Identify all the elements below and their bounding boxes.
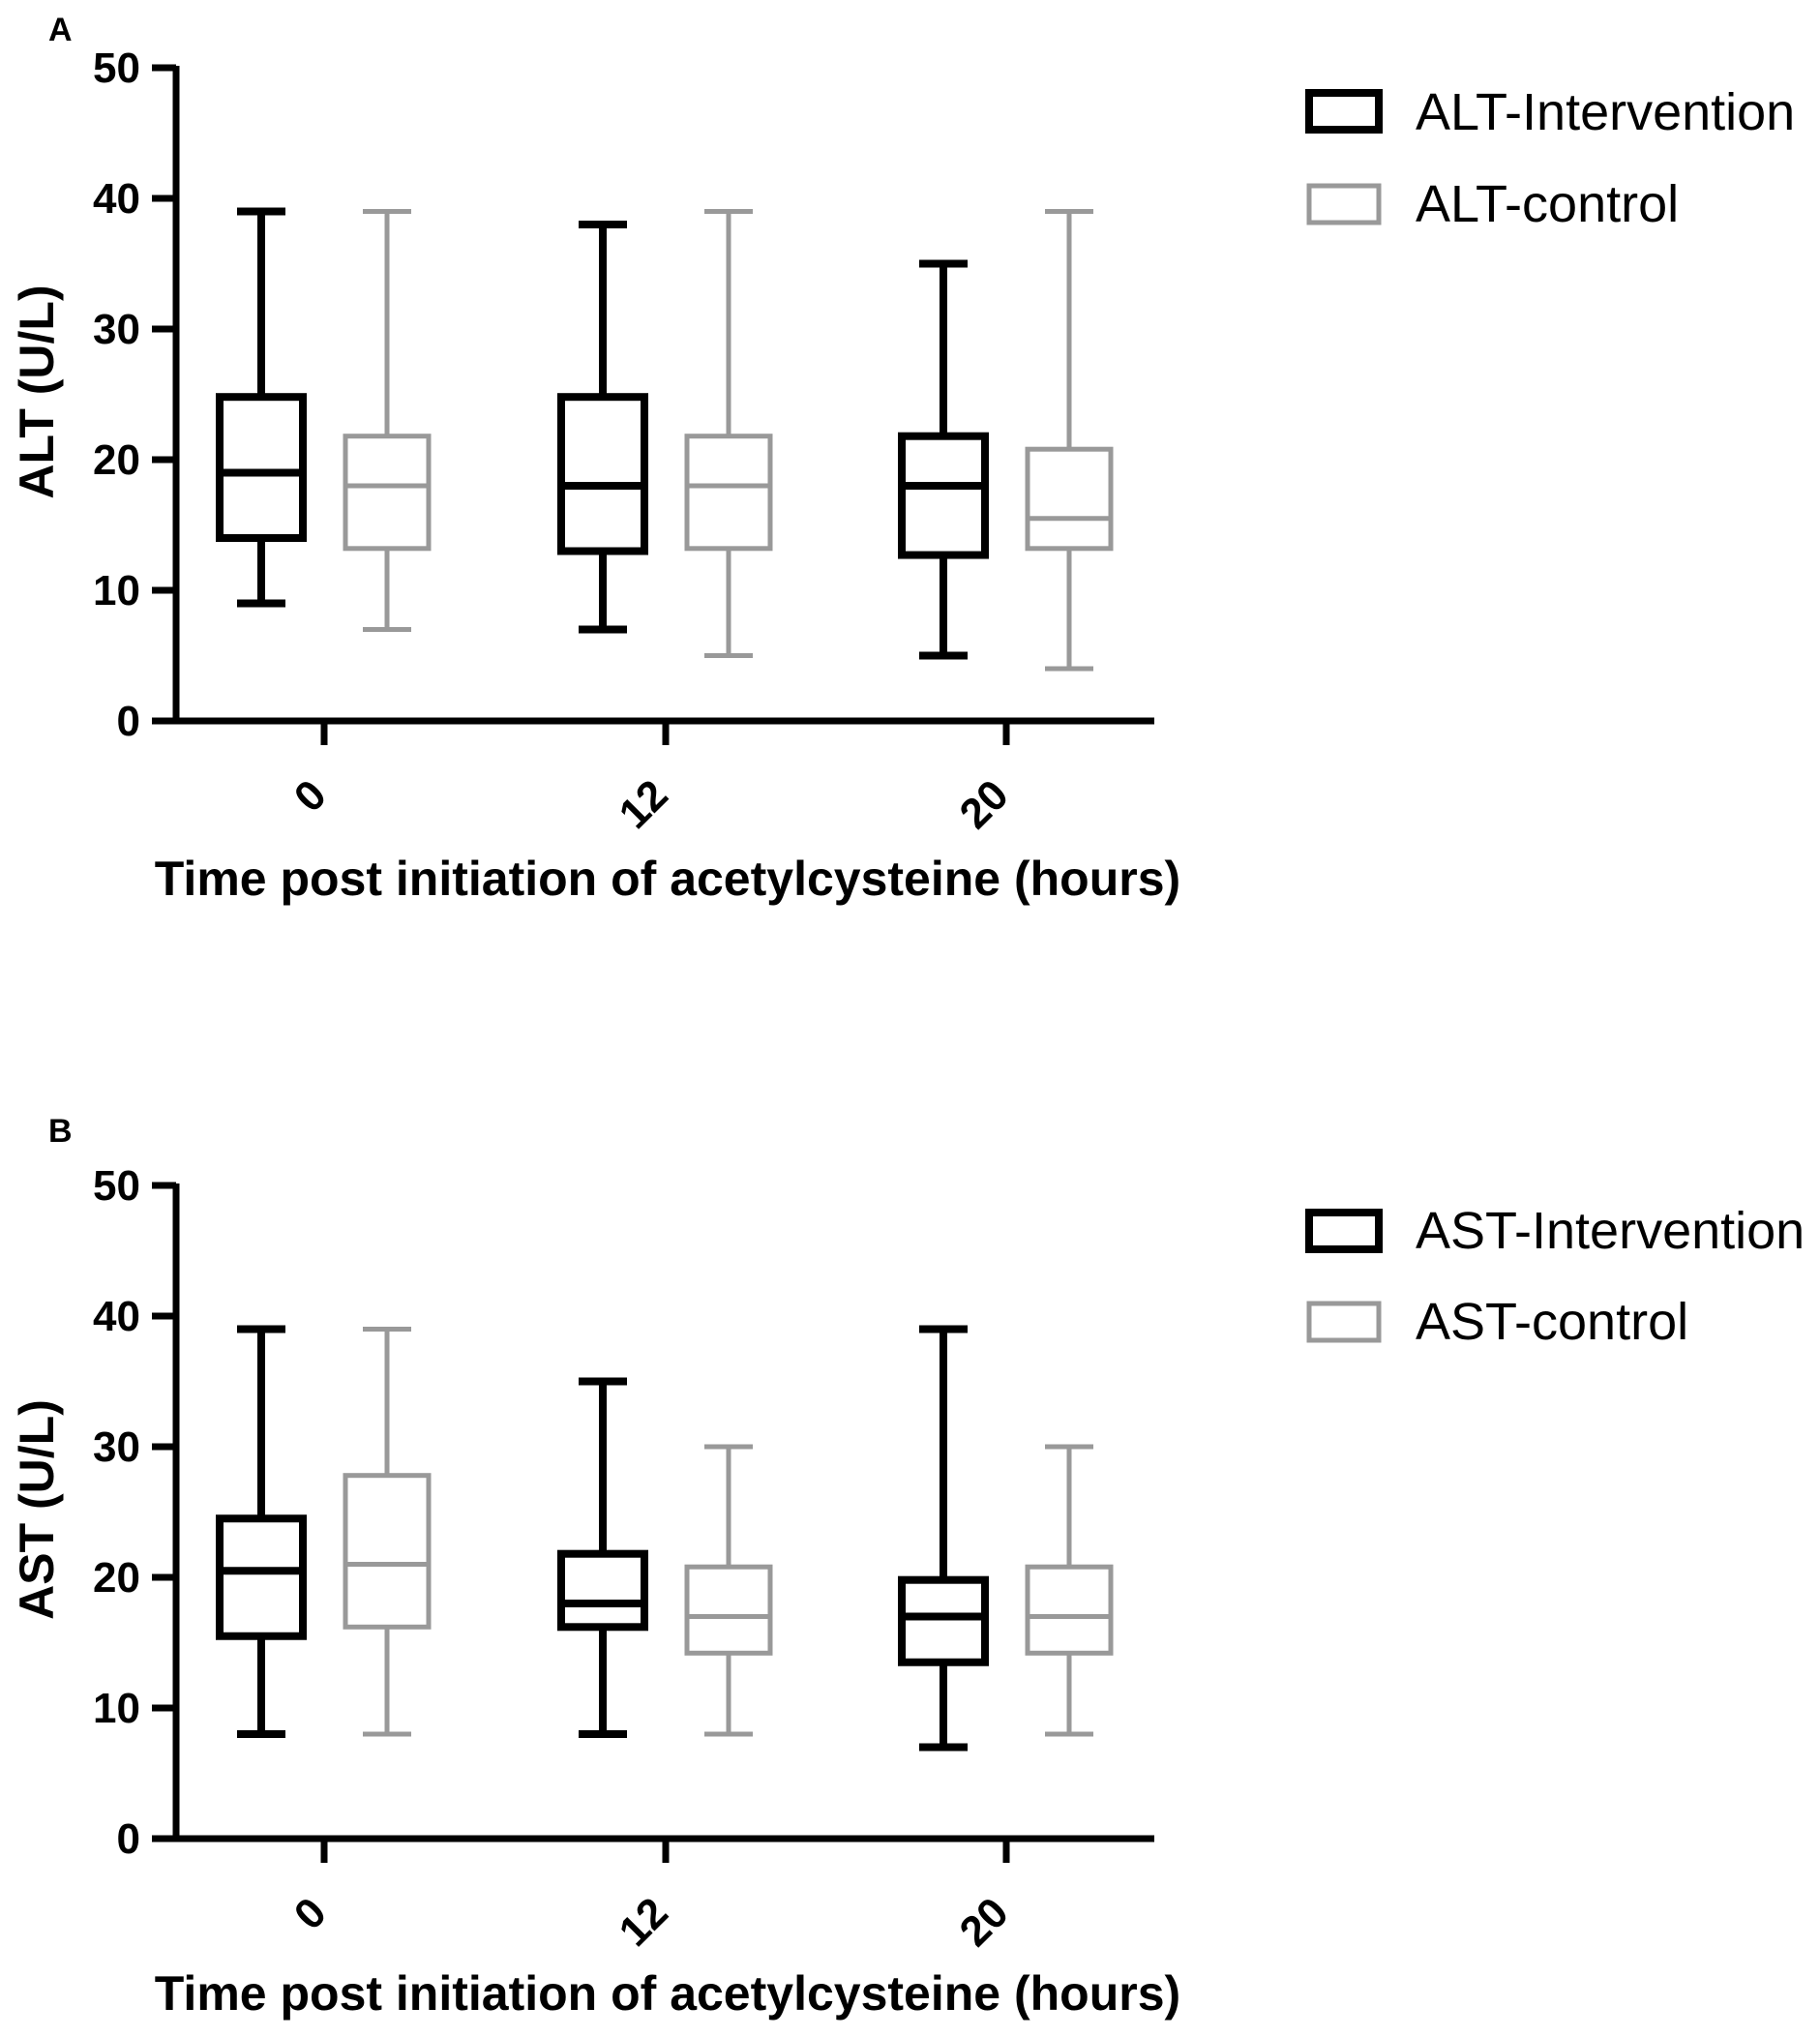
iqr-box: [898, 1575, 989, 1666]
panel-a-label: A: [48, 12, 73, 48]
iqr-box: [1025, 446, 1114, 552]
y-tick-label: 50: [93, 45, 140, 92]
panel-b-plot: 0 10 20 30 40 50 0 12 20: [93, 1162, 1154, 1956]
box-plot: [557, 221, 648, 634]
x-tick-label: 12: [610, 771, 676, 838]
box-plot: [684, 1444, 773, 1737]
x-tick-label: 12: [610, 1889, 676, 1956]
iqr-box: [898, 432, 989, 559]
y-tick-label: 50: [93, 1162, 140, 1210]
panel-a: A ALT (U/L) Time post initiation of acet…: [10, 12, 1795, 906]
y-tick-label: 30: [93, 1423, 140, 1471]
legend-label-ast-control: AST-control: [1416, 1293, 1688, 1351]
y-tick-label: 20: [93, 1554, 140, 1602]
iqr-box: [216, 1514, 307, 1640]
iqr-box: [557, 393, 648, 555]
legend-label-alt-control: ALT-control: [1416, 175, 1679, 233]
box-plot: [343, 209, 432, 632]
panel-a-x-axis-title: Time post initiation of acetylcysteine (…: [155, 852, 1180, 906]
box-plot: [898, 1325, 989, 1752]
iqr-box: [1025, 1564, 1114, 1656]
panel-a-legend: ALT-Intervention ALT-control: [1305, 83, 1795, 233]
box-plot: [1025, 1444, 1114, 1737]
panel-b-label: B: [48, 1113, 73, 1150]
box-plot: [898, 259, 989, 660]
y-tick-label: 10: [93, 1685, 140, 1732]
y-tick-label: 30: [93, 306, 140, 353]
iqr-box: [684, 1564, 773, 1656]
legend-label-ast-intervention: AST-Intervention: [1416, 1202, 1805, 1260]
box-plot: [1025, 209, 1114, 672]
y-tick-label: 0: [117, 698, 140, 745]
box-plot: [216, 207, 307, 608]
iqr-box: [216, 393, 307, 543]
iqr-box: [343, 1473, 432, 1630]
panel-b-x-axis-title: Time post initiation of acetylcysteine (…: [155, 1966, 1180, 2021]
iqr-box: [684, 434, 773, 552]
y-tick-label: 40: [93, 1293, 140, 1340]
box-plot: [216, 1325, 307, 1738]
legend-swatch-alt-control: [1306, 183, 1382, 225]
x-tick-label: 0: [285, 1889, 336, 1939]
panel-b-legend: AST-Intervention AST-control: [1305, 1202, 1805, 1351]
y-tick-label: 20: [93, 436, 140, 484]
box-plot: [684, 209, 773, 658]
y-tick-label: 40: [93, 175, 140, 223]
legend-swatch-ast-intervention: [1305, 1209, 1383, 1253]
y-tick-label: 10: [93, 567, 140, 614]
panel-a-plot: 0 10 20 30 40 50 0 12 20: [93, 45, 1154, 838]
x-tick-label: 20: [950, 1889, 1017, 1956]
iqr-box: [343, 434, 432, 552]
legend-swatch-ast-control: [1306, 1301, 1382, 1343]
y-tick-label: 0: [117, 1815, 140, 1863]
x-tick-label: 20: [950, 771, 1017, 838]
legend-swatch-alt-intervention: [1305, 89, 1383, 134]
box-plot: [557, 1377, 648, 1738]
panel-a-y-axis-title: ALT (U/L): [10, 285, 64, 498]
panel-b: B AST (U/L) Time post initiation of acet…: [10, 1113, 1805, 2021]
iqr-box: [557, 1549, 648, 1632]
x-tick-label: 0: [285, 771, 336, 822]
panel-b-y-axis-title: AST (U/L): [10, 1399, 64, 1620]
legend-label-alt-intervention: ALT-Intervention: [1416, 83, 1795, 141]
box-plot: [343, 1327, 432, 1737]
